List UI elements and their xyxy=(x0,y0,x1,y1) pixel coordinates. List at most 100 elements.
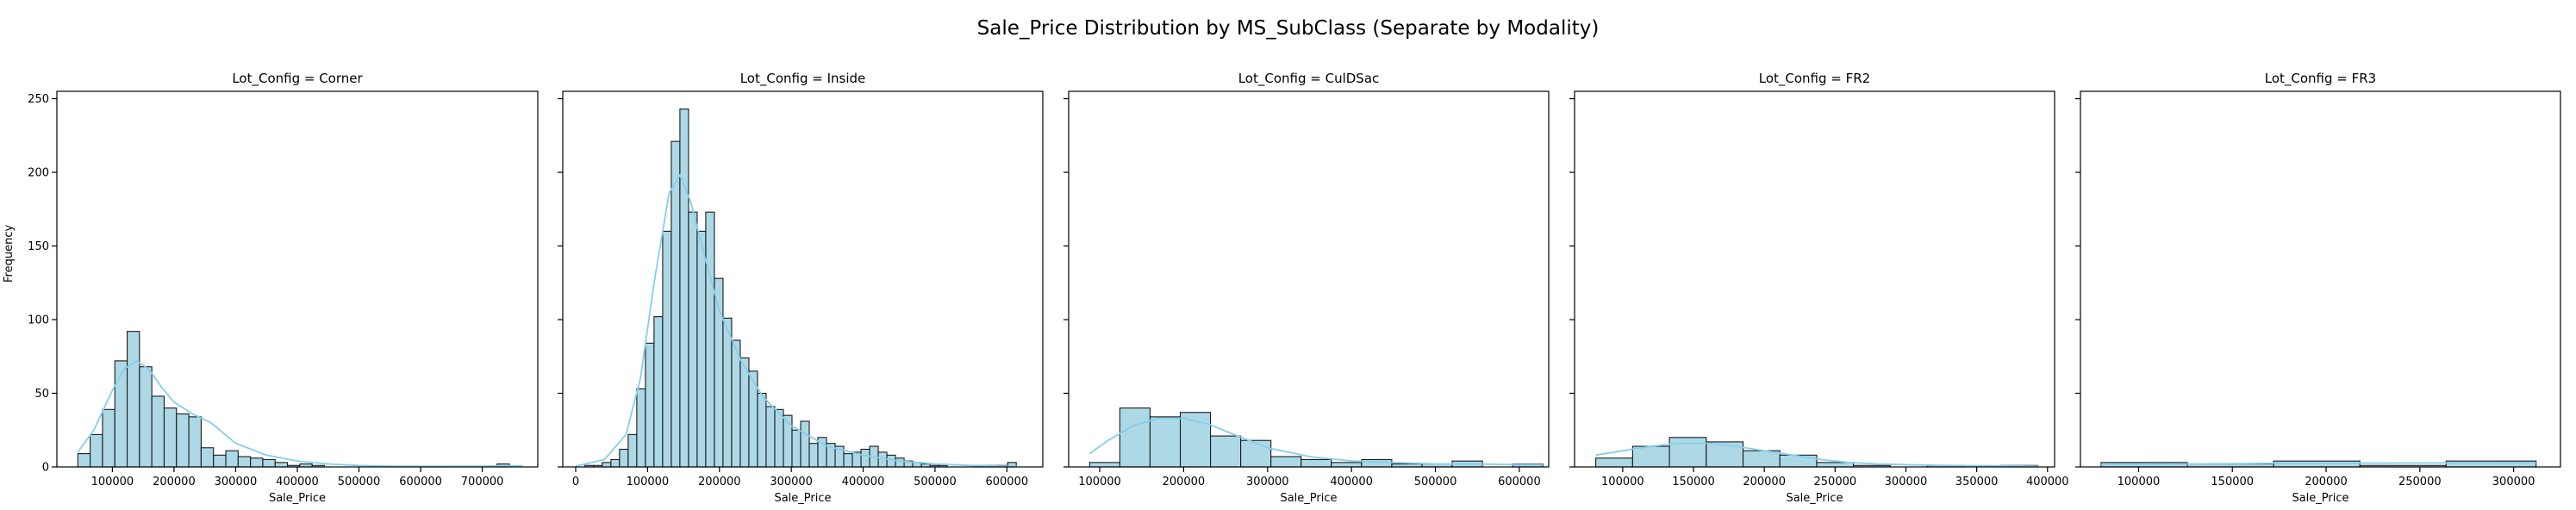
histogram-bar xyxy=(696,230,707,468)
histogram-bar xyxy=(722,317,733,468)
x-axis-label: Sale_Price xyxy=(269,492,326,505)
histogram-bar xyxy=(739,357,750,468)
x-tick-label: 150000 xyxy=(1672,476,1715,488)
histogram-bar xyxy=(645,342,655,468)
y-tick-label: 200 xyxy=(28,167,49,180)
x-tick-label: 300000 xyxy=(770,476,813,488)
y-tick-label: 0 xyxy=(42,462,49,475)
histogram-bar xyxy=(602,462,612,468)
histogram-bar xyxy=(213,454,227,468)
histogram-bar xyxy=(250,457,264,468)
x-axis-label: Sale_Price xyxy=(1280,492,1337,505)
histogram-bar xyxy=(102,408,115,468)
x-tick-label: 600000 xyxy=(985,476,1028,488)
histogram-bar xyxy=(671,140,681,468)
histogram-bar xyxy=(237,456,252,468)
x-tick-label: 350000 xyxy=(1955,476,1999,488)
x-tick-label: 100000 xyxy=(1601,476,1644,488)
x-tick-label: 500000 xyxy=(338,476,381,488)
x-axis-label: Sale_Price xyxy=(1786,492,1843,505)
x-tick-label: 0 xyxy=(572,476,579,488)
histogram-bar xyxy=(791,429,801,468)
histogram-bar xyxy=(139,366,153,468)
y-tick-label: 150 xyxy=(28,240,49,253)
histogram-bar xyxy=(127,331,140,468)
x-tick-label: 250000 xyxy=(1814,476,1857,488)
histogram-bar xyxy=(114,360,128,468)
histogram-bar xyxy=(688,211,698,468)
panel-title-fr3: Lot_Config = FR3 xyxy=(2264,71,2377,86)
histogram-bar xyxy=(843,453,853,468)
histogram-bar xyxy=(262,458,276,468)
kde-curve xyxy=(1088,417,1544,466)
histogram-bar xyxy=(77,453,91,468)
histogram-bar xyxy=(627,433,638,468)
x-tick-label: 200000 xyxy=(2305,476,2348,488)
panel-title-corner: Lot_Config = Corner xyxy=(232,71,363,86)
histogram-bar xyxy=(1631,445,1670,468)
histogram-bar xyxy=(705,211,715,468)
histogram-bar xyxy=(1240,439,1272,468)
y-tick-label: 250 xyxy=(28,93,49,106)
x-tick-label: 500000 xyxy=(914,476,957,488)
x-tick-label: 100000 xyxy=(1078,476,1121,488)
axes-frame xyxy=(562,90,1044,468)
histogram-bar xyxy=(610,458,621,468)
histogram-bar xyxy=(886,454,896,468)
histogram-bar xyxy=(1119,407,1151,468)
x-tick-label: 100000 xyxy=(91,476,134,488)
histogram-bar xyxy=(151,395,165,468)
axes-frame xyxy=(1574,90,2055,468)
y-tick-label: 50 xyxy=(34,388,49,401)
histogram-bar xyxy=(2445,460,2537,468)
histogram-bar xyxy=(1668,437,1707,468)
histogram-bar xyxy=(774,408,784,468)
histogram-bar xyxy=(1595,457,1633,468)
panel-title-inside: Lot_Config = Inside xyxy=(739,71,866,86)
histogram-bar xyxy=(636,388,646,468)
x-tick-label: 400000 xyxy=(2026,476,2069,488)
x-tick-label: 400000 xyxy=(276,476,319,488)
x-tick-label: 400000 xyxy=(842,476,885,488)
x-tick-label: 200000 xyxy=(1163,476,1206,488)
histogram-bar xyxy=(1331,462,1363,468)
histogram-bar xyxy=(731,339,741,468)
histogram-bar xyxy=(619,448,629,468)
histogram-bar xyxy=(895,457,905,468)
histogram-bar xyxy=(274,462,289,468)
histogram-bar xyxy=(1300,458,1332,468)
histogram-bar xyxy=(225,450,239,468)
histogram-bar xyxy=(1149,416,1182,468)
x-tick-label: 100000 xyxy=(2118,476,2161,488)
x-axis-label: Sale_Price xyxy=(2292,492,2348,505)
x-tick-label: 150000 xyxy=(2211,476,2254,488)
panel-title-culdsac: Lot_Config = CulDSac xyxy=(1238,71,1380,86)
panel-title-fr2: Lot_Config = FR2 xyxy=(1758,71,1871,86)
histogram-bar xyxy=(1816,462,1855,468)
y-tick-label: 100 xyxy=(28,314,49,327)
x-axis-label: Sale_Price xyxy=(774,492,831,505)
histogram-bar xyxy=(200,447,215,468)
axes-frame xyxy=(1068,90,1550,468)
kde-curve xyxy=(2100,462,2536,466)
x-tick-label: 500000 xyxy=(1414,476,1457,488)
x-tick-label: 300000 xyxy=(1246,476,1289,488)
histogram-bar xyxy=(860,448,870,468)
histogram-bar xyxy=(1088,462,1120,468)
kde-curve xyxy=(1595,442,2038,468)
x-tick-label: 600000 xyxy=(1498,476,1541,488)
histogram-bar xyxy=(757,392,767,468)
histogram-bar xyxy=(1742,450,1781,468)
x-tick-label: 200000 xyxy=(698,476,741,488)
histogram-bar xyxy=(1779,454,1818,468)
histogram-bar xyxy=(188,416,202,468)
x-tick-label: 200000 xyxy=(1743,476,1786,488)
histogram-bar xyxy=(653,316,664,468)
histogram-bar xyxy=(679,108,689,468)
histogram-bar xyxy=(765,406,776,468)
histogram-bar xyxy=(176,413,190,468)
histogram-bar xyxy=(1210,435,1242,468)
histogram-bar xyxy=(90,433,103,468)
